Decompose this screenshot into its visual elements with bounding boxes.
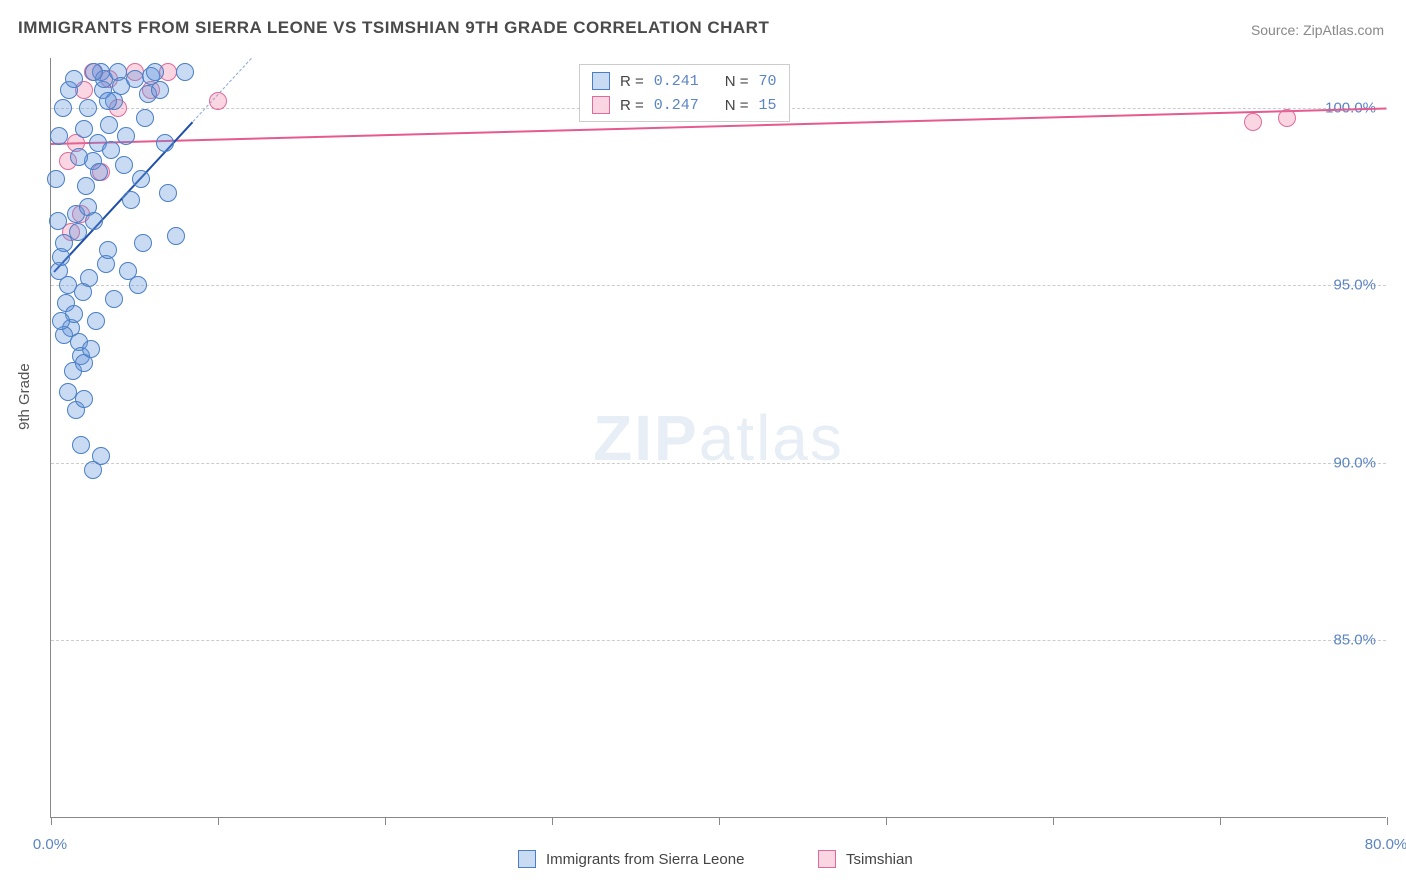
x-tick: [218, 817, 219, 825]
y-tick-label: 95.0%: [1333, 277, 1376, 294]
point-sierra: [52, 312, 70, 330]
y-tick-label: 90.0%: [1333, 454, 1376, 471]
x-tick: [1053, 817, 1054, 825]
x-tick: [719, 817, 720, 825]
point-sierra: [80, 269, 98, 287]
legend-row-sierra: R = 0.241 N = 70: [592, 69, 777, 93]
swatch-tsimshian: [592, 96, 610, 114]
x-legend-tsimshian: Tsimshian: [818, 850, 913, 868]
point-sierra: [159, 184, 177, 202]
point-sierra: [92, 447, 110, 465]
correlation-legend: R = 0.241 N = 70 R = 0.247 N = 15: [579, 64, 790, 122]
point-sierra: [146, 63, 164, 81]
x-tick: [1387, 817, 1388, 825]
point-sierra: [90, 163, 108, 181]
point-sierra: [167, 227, 185, 245]
x-tick-label: 0.0%: [33, 836, 67, 853]
point-sierra: [136, 109, 154, 127]
point-sierra: [102, 141, 120, 159]
gridline: [51, 463, 1386, 464]
chart-title: IMMIGRANTS FROM SIERRA LEONE VS TSIMSHIA…: [18, 18, 769, 38]
legend-row-tsimshian: R = 0.247 N = 15: [592, 93, 777, 117]
point-sierra: [49, 212, 67, 230]
point-sierra: [151, 81, 169, 99]
point-sierra: [77, 177, 95, 195]
point-sierra: [132, 170, 150, 188]
x-tick-label: 80.0%: [1365, 836, 1406, 853]
point-sierra: [85, 63, 103, 81]
point-sierra: [115, 156, 133, 174]
point-sierra: [119, 262, 137, 280]
swatch-tsimshian-x: [818, 850, 836, 868]
point-sierra: [126, 70, 144, 88]
point-sierra: [87, 312, 105, 330]
y-tick-label: 85.0%: [1333, 632, 1376, 649]
point-sierra: [85, 212, 103, 230]
x-legend-sierra: Immigrants from Sierra Leone: [518, 850, 744, 868]
x-tick: [385, 817, 386, 825]
gridline: [51, 285, 1386, 286]
x-tick: [886, 817, 887, 825]
point-sierra: [82, 340, 100, 358]
point-sierra: [54, 99, 72, 117]
point-sierra: [122, 191, 140, 209]
plot-area: ZIPatlas R = 0.241 N = 70 R = 0.247 N = …: [50, 58, 1386, 818]
point-sierra: [75, 120, 93, 138]
gridline: [51, 640, 1386, 641]
x-tick: [1220, 817, 1221, 825]
point-tsimshian: [209, 92, 227, 110]
point-sierra: [75, 390, 93, 408]
x-tick: [552, 817, 553, 825]
source-label: Source: ZipAtlas.com: [1251, 22, 1384, 38]
point-sierra: [176, 63, 194, 81]
trendline: [193, 58, 252, 122]
point-sierra: [100, 116, 118, 134]
point-sierra: [59, 383, 77, 401]
point-tsimshian: [1244, 113, 1262, 131]
y-axis-label: 9th Grade: [16, 363, 33, 430]
point-sierra: [105, 290, 123, 308]
swatch-sierra-x: [518, 850, 536, 868]
point-sierra: [99, 92, 117, 110]
swatch-sierra: [592, 72, 610, 90]
point-sierra: [99, 241, 117, 259]
point-sierra: [72, 436, 90, 454]
point-sierra: [79, 99, 97, 117]
point-sierra: [156, 134, 174, 152]
point-sierra: [134, 234, 152, 252]
point-sierra: [47, 170, 65, 188]
point-sierra: [50, 127, 68, 145]
point-sierra: [69, 223, 87, 241]
x-tick: [51, 817, 52, 825]
point-sierra: [65, 70, 83, 88]
point-tsimshian: [1278, 109, 1296, 127]
point-sierra: [117, 127, 135, 145]
point-sierra: [70, 148, 88, 166]
